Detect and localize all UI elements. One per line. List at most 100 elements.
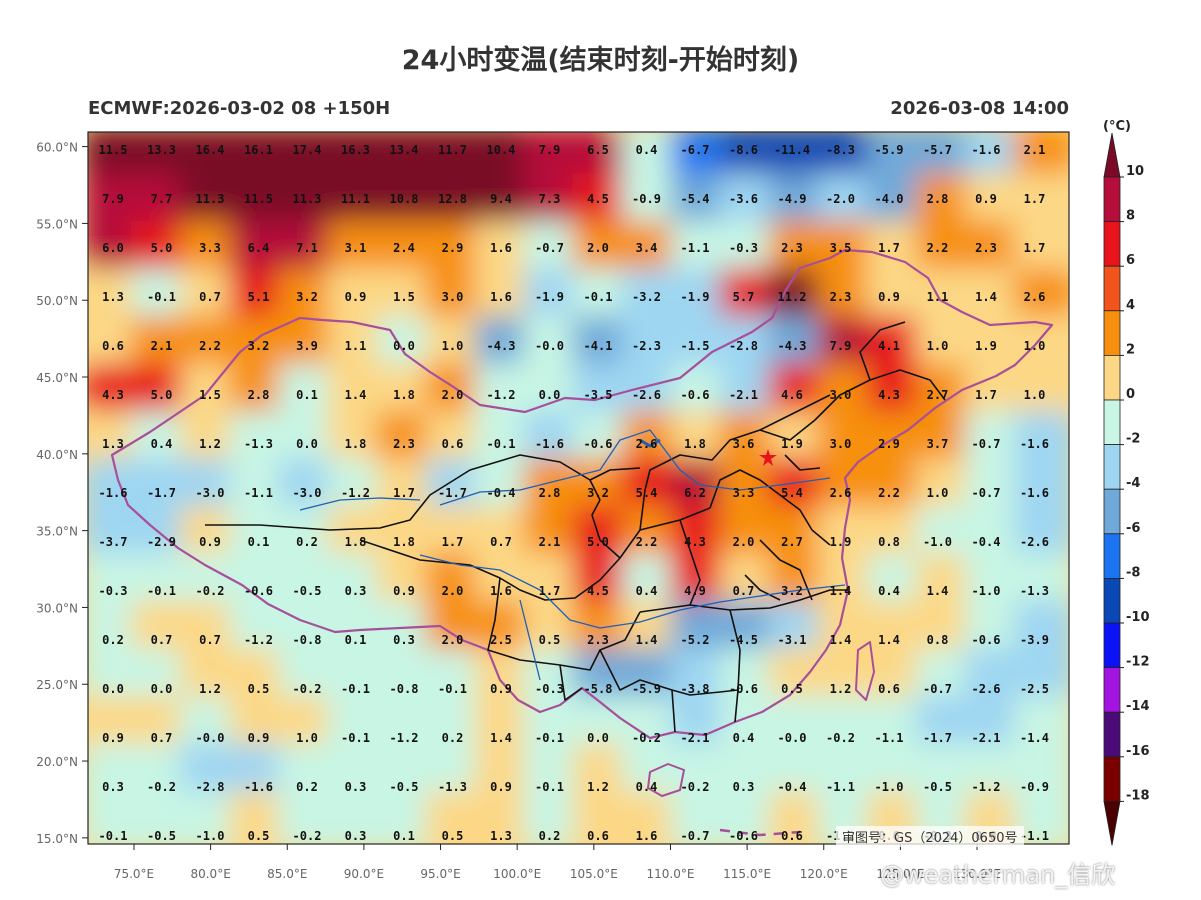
grid-value: 1.2 — [587, 780, 609, 794]
grid-value: -0.2 — [632, 731, 661, 745]
grid-value: 6.5 — [587, 143, 609, 157]
grid-value: 0.9 — [393, 584, 415, 598]
lon-label: 120.0°E — [800, 867, 848, 881]
grid-value: 1.9 — [975, 339, 997, 353]
grid-value: 1.4 — [490, 731, 512, 745]
grid-value: 5.7 — [733, 290, 755, 304]
grid-value: 3.0 — [830, 388, 852, 402]
grid-value: 0.4 — [636, 584, 658, 598]
grid-value: -0.3 — [729, 241, 758, 255]
colorbar-label: 8 — [1126, 209, 1135, 224]
grid-value: 1.6 — [490, 290, 512, 304]
colorbar-box — [1103, 578, 1121, 624]
grid-value: -6.7 — [681, 143, 710, 157]
grid-value: 1.8 — [345, 437, 367, 451]
grid-value: 2.0 — [442, 633, 464, 647]
grid-value: -0.4 — [487, 486, 516, 500]
grid-value: 1.0 — [927, 486, 949, 500]
colorbar-label: 10 — [1126, 164, 1144, 179]
colorbar-label: -8 — [1126, 565, 1140, 580]
grid-value: -0.9 — [1020, 780, 1049, 794]
grid-value: 2.0 — [442, 388, 464, 402]
grid-value: 4.5 — [587, 192, 609, 206]
grid-value: 3.3 — [733, 486, 755, 500]
grid-value: -0.1 — [341, 731, 370, 745]
grid-value: -0.2 — [826, 731, 855, 745]
grid-value: -5.2 — [681, 633, 710, 647]
grid-value: 2.0 — [733, 535, 755, 549]
chart-title: 24小时变温(结束时刻-开始时刻) — [401, 45, 800, 76]
grid-value: 0.2 — [539, 829, 561, 843]
grid-value: -1.7 — [923, 731, 952, 745]
grid-value: -5.9 — [875, 143, 904, 157]
colorbar-box — [1103, 354, 1121, 401]
grid-value: -0.6 — [584, 437, 613, 451]
grid-value: 0.1 — [393, 829, 415, 843]
grid-value: 3.2 — [781, 584, 803, 598]
grid-value: 1.1 — [345, 339, 367, 353]
station-values: 11.5 13.3 16.4 16.1 17.4 16.3 13.4 11.7 10.4 7.9 6… — [99, 143, 1049, 843]
grid-value: -0.7 — [535, 241, 564, 255]
grid-value: -1.4 — [1020, 731, 1049, 745]
grid-value: -5.8 — [584, 682, 613, 696]
grid-value: 5.0 — [151, 241, 173, 255]
grid-value: 4.6 — [781, 388, 803, 402]
colorbar-label: -6 — [1126, 521, 1140, 536]
grid-value: -1.6 — [535, 437, 564, 451]
grid-value: 0.2 — [442, 731, 464, 745]
grid-value: -3.8 — [681, 682, 710, 696]
grid-value: 3.1 — [345, 241, 367, 255]
grid-value: 2.3 — [975, 241, 997, 255]
grid-value: -1.1 — [1020, 829, 1049, 843]
grid-value: 0.5 — [781, 682, 803, 696]
grid-value: -5.7 — [923, 143, 952, 157]
grid-value: 0.9 — [878, 290, 900, 304]
grid-value: 1.7 — [975, 388, 997, 402]
grid-value: -1.6 — [1020, 437, 1049, 451]
grid-value: -0.0 — [535, 339, 564, 353]
grid-value: -2.8 — [196, 780, 225, 794]
grid-value: 0.4 — [878, 584, 900, 598]
grid-value: 1.0 — [296, 731, 318, 745]
grid-value: -1.2 — [390, 731, 419, 745]
colorbar-label: 0 — [1126, 387, 1135, 402]
temperature-field — [88, 132, 1069, 844]
grid-value: 2.2 — [878, 486, 900, 500]
grid-value: -0.5 — [923, 780, 952, 794]
colorbar-label: -16 — [1126, 744, 1150, 759]
grid-value: 0.5 — [248, 829, 270, 843]
nine-dash-line — [719, 828, 801, 837]
grid-value: 2.1 — [539, 535, 561, 549]
grid-value: -1.6 — [244, 780, 273, 794]
grid-value: -0.1 — [147, 290, 176, 304]
grid-value: 11.3 — [293, 192, 322, 206]
grid-value: -2.1 — [681, 731, 710, 745]
grid-value: 0.4 — [636, 780, 658, 794]
grid-value: 7.9 — [830, 339, 852, 353]
grid-value: -2.8 — [729, 339, 758, 353]
grid-value: 1.4 — [830, 584, 852, 598]
grid-value: 0.9 — [975, 192, 997, 206]
colorbar-boxes: 10 8 6 4 2 0 -2 -4 -6 -8 -10 -12 -14 -16 -18 — [1103, 132, 1150, 846]
grid-value: 7.3 — [539, 192, 561, 206]
grid-value: 1.4 — [975, 290, 997, 304]
grid-value: 6.0 — [102, 241, 124, 255]
map-plot-area: 11.5 13.3 16.4 16.1 17.4 16.3 13.4 11.7 10.4 7.9 6… — [88, 132, 1069, 844]
grid-value: 1.8 — [393, 388, 415, 402]
grid-value: 1.4 — [345, 388, 367, 402]
grid-value: 11.7 — [438, 143, 467, 157]
grid-value: 2.9 — [878, 437, 900, 451]
grid-value: -1.9 — [681, 290, 710, 304]
colorbar-box — [1103, 533, 1121, 579]
grid-value: -0.8 — [293, 633, 322, 647]
grid-value: 7.1 — [296, 241, 318, 255]
grid-value: -2.9 — [147, 535, 176, 549]
grid-value: 1.6 — [490, 584, 512, 598]
colorbar-label: -18 — [1126, 788, 1150, 803]
grid-value: 2.8 — [539, 486, 561, 500]
grid-value: -0.5 — [293, 584, 322, 598]
colorbar-top-extension — [1103, 132, 1121, 178]
colorbar-box — [1103, 488, 1121, 535]
grid-value: -0.7 — [972, 437, 1001, 451]
colorbar-box — [1103, 756, 1121, 802]
